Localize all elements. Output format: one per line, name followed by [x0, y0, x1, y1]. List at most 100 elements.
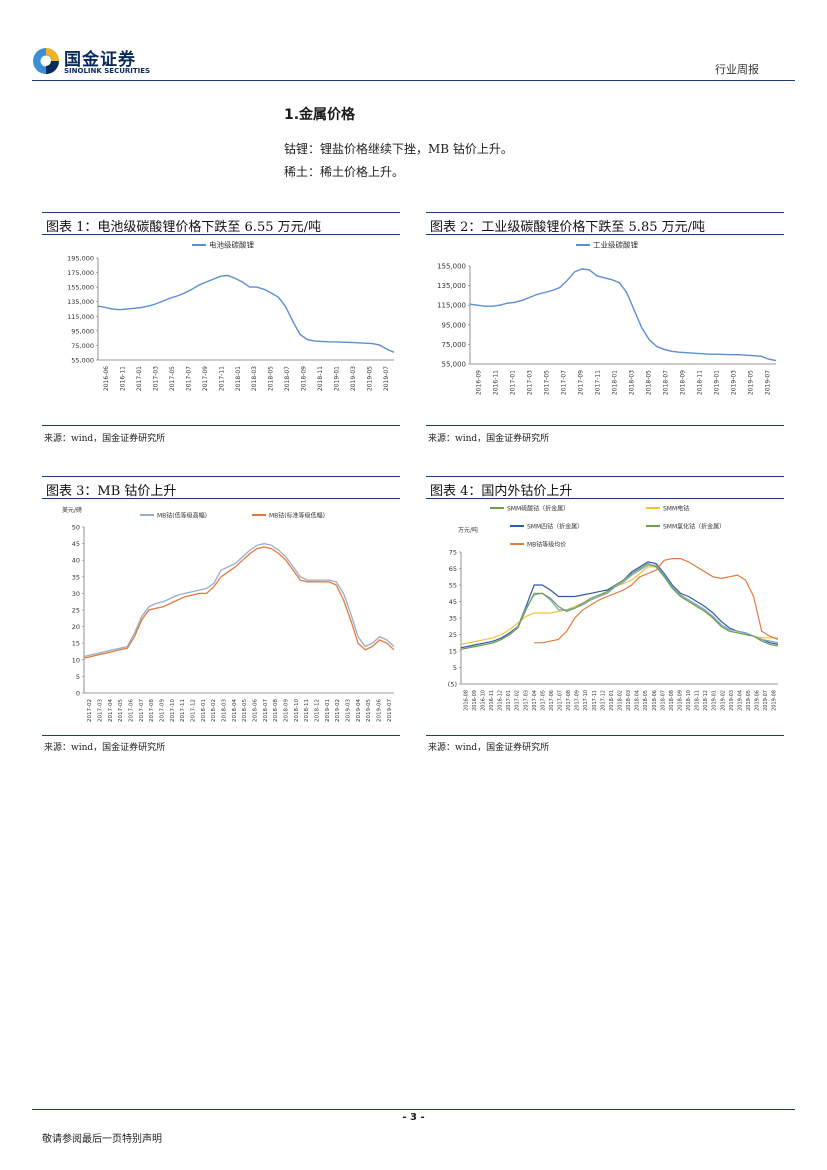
panel-4-top-rule: [426, 476, 784, 477]
x-tick-label: 2016-12: [498, 690, 504, 711]
x-tick-label: 2017-05: [544, 370, 551, 395]
x-tick-label: 2017-09: [575, 690, 581, 711]
x-tick-label: 2016-06: [103, 366, 110, 391]
x-tick-label: 2018-03: [629, 370, 636, 395]
panel-4-title: 图表 4：国内外钴价上升: [430, 484, 573, 499]
x-tick-label: 2018-02: [211, 699, 217, 722]
company-logo: 国金证券 SINOLINK SECURITIES: [32, 45, 162, 79]
chart-mb-cobalt: 0 5 10 15 20 25 30 35 40 45 50 2017-02 2017-03 2017-0…: [62, 506, 395, 722]
y-tick-label: 55,000: [71, 357, 94, 365]
x-tick-label: 2017-10: [170, 699, 176, 722]
y-tick-label: 115,000: [437, 302, 466, 310]
legend-label: SMM硫酸钴（折金属）: [507, 505, 569, 513]
x-tick-label: 2017-09: [202, 366, 209, 391]
x-tick-label: 2016-10: [480, 690, 486, 711]
footer-divider: [32, 1109, 795, 1110]
x-tick-label: 2017-02: [515, 690, 521, 711]
x-tick-label: 2019-05: [748, 370, 755, 395]
y-tick-label: (5): [448, 681, 457, 689]
x-tick-label: 2019-03: [346, 699, 352, 722]
x-tick-label: 2019-07: [763, 690, 769, 711]
x-tick-label: 2016-08: [463, 690, 469, 711]
x-tick-label: 2017-04: [532, 690, 538, 711]
disclaimer-note: 敬请参阅最后一页特别声明: [42, 1134, 162, 1145]
x-tick-label: 2018-05: [646, 370, 653, 395]
x-tick-label: 2017-03: [98, 699, 104, 722]
x-tick-label: 2019-02: [335, 699, 341, 722]
y-tick-label: 35: [72, 573, 80, 581]
x-tick-label: 2016-09: [472, 690, 478, 711]
paragraph-cobalt-lithium: 钴锂：锂盐价格继续下挫，MB 钴价上升。: [284, 142, 513, 156]
y-tick-label: 5: [76, 673, 80, 681]
x-tick-label: 2017-03: [153, 366, 160, 391]
x-tick-label: 2019-01: [325, 699, 331, 722]
panel-4-title-rule: [426, 498, 784, 499]
x-tick-label: 2017-01: [510, 370, 517, 395]
report-type-tag: 行业周报: [715, 63, 759, 76]
y-tick-label: 15: [449, 648, 457, 656]
y-tick-label: 15: [72, 640, 80, 648]
legend-label: 电池级碳酸锂: [209, 240, 254, 250]
header-divider: [32, 80, 795, 81]
y-tick-label: 40: [72, 557, 80, 565]
x-tick-label: 2018-04: [232, 699, 238, 722]
x-tick-label: 2019-05: [746, 690, 752, 711]
panel-1-top-rule: [42, 212, 400, 213]
x-tick-label: 2019-07: [383, 366, 390, 391]
x-tick-label: 2018-07: [263, 699, 269, 722]
x-tick-label: 2017-07: [561, 370, 568, 395]
paragraph-rare-earth: 稀土：稀土价格上升。: [284, 165, 405, 179]
panel-2-title: 图表 2：工业级碳酸锂价格下跌至 5.85 万元/吨: [430, 220, 705, 235]
legend-label: SMM氯化钴（折金属）: [663, 523, 725, 531]
panel-1-bottom-rule: [42, 425, 400, 426]
y-tick-label: 25: [72, 607, 80, 615]
series-line-3: [460, 562, 779, 650]
series-line-0: [469, 268, 777, 362]
x-tick-label: 2017-05: [118, 699, 124, 722]
x-tick-label: 2019-03: [729, 690, 735, 711]
x-tick-label: 2018-09: [301, 366, 308, 391]
x-tick-label: 2017-07: [185, 366, 192, 391]
x-tick-label: 2017-12: [600, 690, 606, 711]
x-tick-label: 2018-08: [669, 690, 675, 711]
x-tick-label: 2017-11: [595, 370, 602, 395]
y-tick-label: 95,000: [442, 321, 467, 329]
y-tick-label: 135,000: [67, 298, 94, 306]
panel-2-title-rule: [426, 234, 784, 235]
x-tick-label: 2018-11: [317, 366, 324, 391]
x-tick-label: 2019-02: [720, 690, 726, 711]
x-tick-label: 2019-01: [712, 690, 718, 711]
x-tick-label: 2018-03: [222, 699, 228, 722]
x-tick-label: 2019-01: [333, 366, 340, 391]
chart-industrial-lithium-carbonate: 55,000 75,000 95,000 115,000 135,000 155,000 2…: [437, 240, 777, 395]
panel-1-title: 图表 1：电池级碳酸锂价格下跌至 6.55 万元/吨: [46, 220, 321, 235]
x-tick-label: 2018-01: [612, 370, 619, 395]
y-tick-label: 75,000: [71, 342, 94, 350]
panel-3-title-rule: [42, 498, 400, 499]
page-number: - 3 -: [402, 1112, 425, 1123]
y-tick-label: 0: [76, 690, 80, 698]
x-tick-label: 2017-03: [527, 370, 534, 395]
x-tick-label: 2017-03: [523, 690, 529, 711]
y-tick-label: 45: [72, 540, 80, 548]
panel-4-source: 来源：wind，国金证券研究所: [428, 743, 550, 753]
x-tick-label: 2018-11: [697, 370, 704, 395]
y-tick-label: 65: [449, 565, 457, 573]
x-tick-label: 2017-06: [129, 699, 135, 722]
y-tick-label: 25: [449, 631, 457, 639]
y-tick-label: 55,000: [442, 361, 467, 369]
y-tick-label: 75,000: [442, 341, 467, 349]
x-tick-label: 2017-01: [506, 690, 512, 711]
series-line-1: [83, 546, 395, 659]
x-tick-label: 2017-06: [549, 690, 555, 711]
x-tick-label: 2019-06: [755, 690, 761, 711]
x-tick-label: 2019-05: [366, 699, 372, 722]
y-tick-label: 155,000: [437, 263, 466, 271]
x-tick-label: 2018-01: [235, 366, 242, 391]
logo-chinese-name: 国金证券: [64, 50, 136, 70]
legend-label: MB钴(低等级高幅): [157, 512, 207, 520]
x-tick-label: 2018-11: [304, 699, 310, 722]
x-tick-label: 2019-03: [731, 370, 738, 395]
x-tick-label: 2017-11: [180, 699, 186, 722]
x-tick-label: 2017-02: [87, 699, 93, 722]
